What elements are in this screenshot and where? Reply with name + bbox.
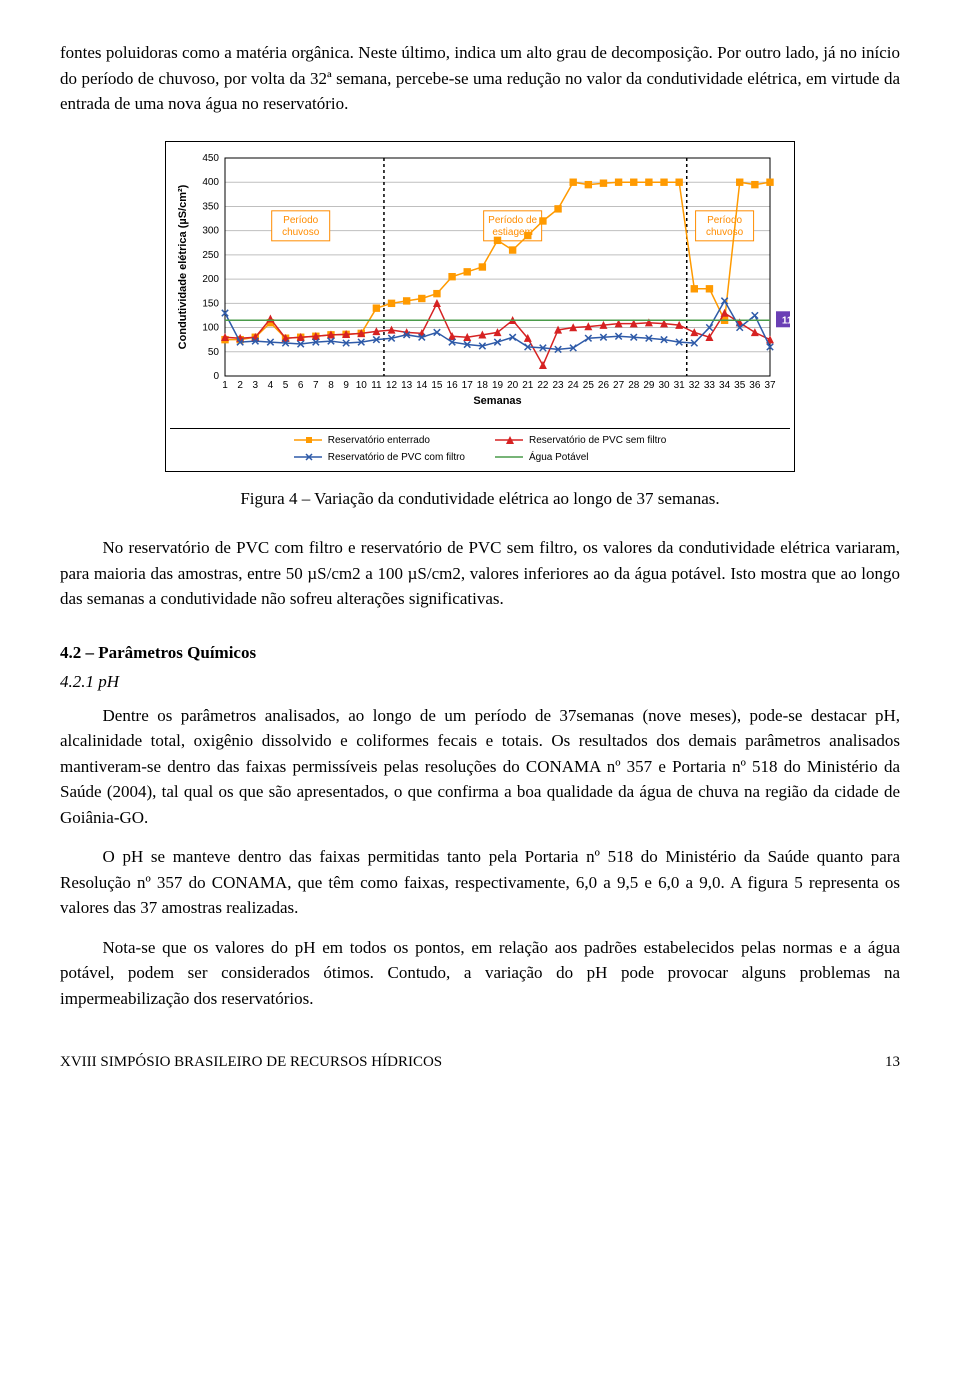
svg-text:17: 17 [462,380,474,391]
footer-page-number: 13 [885,1051,900,1074]
svg-text:450: 450 [202,153,219,164]
svg-text:25: 25 [583,380,595,391]
paragraph-4: O pH se manteve dentro das faixas permit… [60,844,900,921]
svg-text:34: 34 [719,380,731,391]
svg-text:14: 14 [416,380,428,391]
svg-text:7: 7 [313,380,319,391]
svg-text:400: 400 [202,177,219,188]
svg-text:2: 2 [237,380,243,391]
svg-text:chuvoso: chuvoso [282,226,320,237]
legend-item: Reservatório de PVC sem filtro [495,433,666,448]
svg-text:28: 28 [628,380,640,391]
svg-text:21: 21 [522,380,534,391]
svg-text:20: 20 [507,380,519,391]
svg-text:chuvoso: chuvoso [706,226,744,237]
svg-text:Período: Período [707,214,742,225]
svg-text:24: 24 [568,380,580,391]
svg-text:12: 12 [386,380,398,391]
paragraph-5: Nota-se que os valores do pH em todos os… [60,935,900,1012]
legend-item: Reservatório de PVC com filtro [294,450,465,465]
chart-frame: 0501001502002503003504004501234567891011… [165,141,795,472]
svg-text:10: 10 [356,380,368,391]
figure-caption: Figura 4 – Variação da condutividade elé… [60,486,900,512]
svg-text:26: 26 [598,380,610,391]
svg-text:11: 11 [371,380,382,391]
svg-text:6: 6 [298,380,304,391]
svg-text:36: 36 [749,380,761,391]
svg-text:250: 250 [202,249,219,260]
svg-text:300: 300 [202,225,219,236]
svg-text:350: 350 [202,201,219,212]
svg-text:9: 9 [343,380,349,391]
conductivity-chart: 0501001502002503003504004501234567891011… [170,146,790,426]
paragraph-2: No reservatório de PVC com filtro e rese… [60,535,900,612]
svg-text:29: 29 [643,380,655,391]
section-heading: 4.2 – Parâmetros Químicos [60,640,900,666]
svg-text:13: 13 [401,380,413,391]
svg-text:16: 16 [447,380,459,391]
svg-text:15: 15 [431,380,443,391]
svg-text:Semanas: Semanas [473,395,521,407]
chart-legend: Reservatório enterrado Reservatório de PV… [170,428,790,467]
svg-text:0: 0 [213,371,219,382]
svg-text:1: 1 [222,380,228,391]
svg-text:33: 33 [704,380,716,391]
paragraph-1: fontes poluidoras como a matéria orgânic… [60,40,900,117]
svg-text:4: 4 [268,380,274,391]
svg-text:30: 30 [658,380,670,391]
svg-text:5: 5 [283,380,289,391]
svg-text:31: 31 [674,380,686,391]
svg-text:200: 200 [202,274,219,285]
svg-text:50: 50 [208,346,220,357]
svg-text:32: 32 [689,380,701,391]
svg-text:150: 150 [202,298,219,309]
svg-text:115: 115 [782,315,790,326]
page-footer: XVIII SIMPÓSIO BRASILEIRO DE RECURSOS HÍ… [60,1051,900,1074]
figure-4: 0501001502002503003504004501234567891011… [60,141,900,472]
svg-text:Condutividade elétrica (µS/cm²: Condutividade elétrica (µS/cm²) [177,184,189,349]
svg-text:8: 8 [328,380,334,391]
paragraph-3: Dentre os parâmetros analisados, ao long… [60,703,900,831]
legend-item: Água Potável [495,450,666,465]
svg-text:Período de: Período de [488,214,537,225]
svg-text:35: 35 [734,380,746,391]
svg-text:27: 27 [613,380,625,391]
svg-text:37: 37 [764,380,776,391]
legend-item: Reservatório enterrado [294,433,465,448]
svg-text:18: 18 [477,380,489,391]
svg-text:Período: Período [283,214,318,225]
svg-text:100: 100 [202,322,219,333]
svg-text:3: 3 [252,380,258,391]
subsection-heading: 4.2.1 pH [60,669,900,695]
svg-text:19: 19 [492,380,504,391]
footer-left: XVIII SIMPÓSIO BRASILEIRO DE RECURSOS HÍ… [60,1051,442,1074]
svg-text:22: 22 [537,380,549,391]
svg-text:23: 23 [552,380,564,391]
